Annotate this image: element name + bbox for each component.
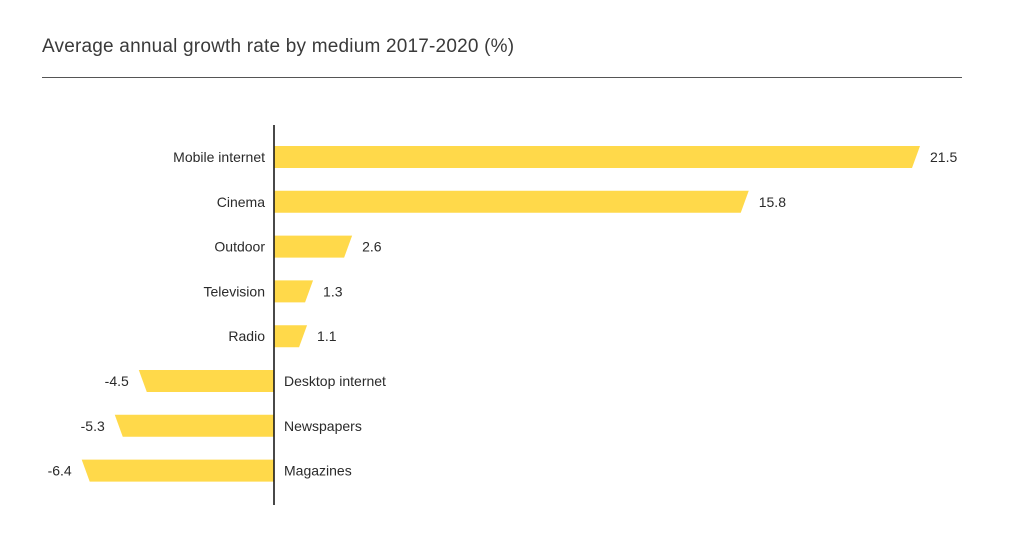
bar-cinema — [274, 190, 749, 213]
category-label-magazines: Magazines — [284, 463, 352, 479]
category-label-radio: Radio — [228, 328, 265, 344]
bar-television — [274, 280, 314, 303]
bar-mobile-internet — [274, 146, 920, 168]
bar-radio — [274, 325, 308, 348]
value-labels-group: 21.5 15.8 2.6 1.3 1.1 -4.5 -5.3 -6.4 — [48, 149, 958, 479]
category-label-newspapers: Newspapers — [284, 418, 362, 434]
value-label-radio: 1.1 — [317, 328, 337, 344]
category-label-cinema: Cinema — [217, 194, 265, 210]
chart-title: Average annual growth rate by medium 201… — [42, 36, 515, 57]
bar-desktop-internet — [138, 370, 274, 392]
value-label-desktop-internet: -4.5 — [105, 373, 129, 389]
value-label-television: 1.3 — [323, 283, 343, 299]
value-label-mobile-internet: 21.5 — [930, 149, 957, 165]
category-label-desktop-internet: Desktop internet — [284, 373, 386, 389]
category-label-outdoor: Outdoor — [214, 239, 265, 255]
value-label-outdoor: 2.6 — [362, 239, 382, 255]
bar-newspapers — [114, 414, 275, 437]
bar-magazines — [81, 459, 274, 482]
bar-outdoor — [274, 235, 353, 258]
category-label-television: Television — [204, 283, 265, 299]
bars-group — [81, 146, 920, 482]
category-label-mobile-internet: Mobile internet — [173, 149, 265, 165]
value-label-cinema: 15.8 — [759, 194, 786, 210]
value-label-magazines: -6.4 — [48, 463, 72, 479]
category-labels-group: Mobile internet Cinema Outdoor Television Ra… — [173, 149, 386, 479]
title-divider — [42, 77, 962, 78]
value-label-newspapers: -5.3 — [81, 418, 105, 434]
